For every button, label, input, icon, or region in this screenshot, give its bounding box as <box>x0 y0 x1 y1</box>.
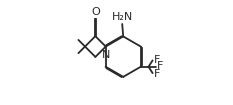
Text: H₂N: H₂N <box>112 12 133 22</box>
Text: O: O <box>91 7 100 17</box>
Text: N: N <box>102 51 110 60</box>
Text: F: F <box>154 69 160 79</box>
Text: F: F <box>157 61 164 71</box>
Text: F: F <box>154 55 160 65</box>
